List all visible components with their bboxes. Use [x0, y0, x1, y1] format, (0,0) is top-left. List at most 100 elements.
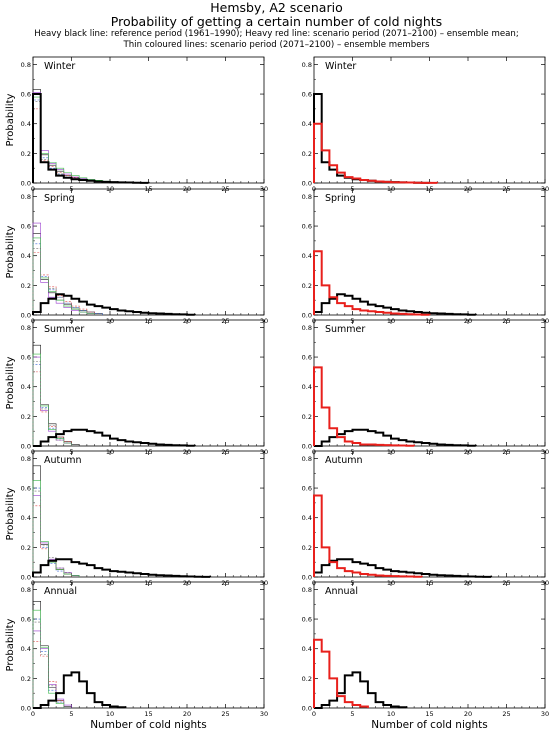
y-axis-label: Probability: [5, 487, 16, 540]
panel-spring-left: 0.00.20.40.60.8051015202530SpringProbabi…: [5, 188, 268, 325]
y-tick-label: 0.8: [302, 324, 312, 332]
panel-spring-right: 0.00.20.40.60.8051015202530Spring: [302, 188, 549, 325]
x-tick-label: 25: [221, 710, 229, 718]
x-tick-label: 0: [31, 710, 35, 718]
y-tick-label: 0.8: [302, 193, 312, 201]
panel-label: Autumn: [325, 455, 363, 466]
scenario-mean-series-line: [313, 366, 416, 447]
reference-series-line: [314, 428, 477, 447]
reference-series-line: [313, 558, 493, 578]
member-series-line: [32, 356, 72, 446]
panel-autumn-right: 0.00.20.40.60.8051015202530Autumn: [302, 450, 549, 587]
plot-frame: [32, 450, 265, 578]
y-tick-label: 0.4: [302, 514, 312, 522]
member-series-line: [32, 371, 72, 446]
x-tick-label: 20: [464, 710, 472, 718]
y-tick-label: 0.8: [21, 586, 31, 594]
member-series-line: [32, 609, 65, 708]
figure-header: Hemsby, A2 scenario Probability of getti…: [0, 0, 553, 51]
x-tick-label: 10: [106, 710, 114, 718]
plot-frame: [32, 581, 265, 709]
x-tick-label: 10: [387, 710, 395, 718]
y-axis-label: Probability: [5, 225, 16, 278]
y-tick-label: 0.2: [21, 150, 31, 158]
y-tick-label: 0.8: [21, 61, 31, 69]
y-tick-label: 0.2: [21, 413, 31, 421]
scenario-mean-series-line: [313, 250, 431, 316]
y-tick-label: 0.0: [302, 443, 312, 451]
x-tick-label: 5: [350, 710, 354, 718]
panel-autumn-left: 0.00.20.40.60.8051015202530AutumnProbabi…: [5, 450, 268, 587]
member-series-line: [32, 618, 65, 708]
member-series-line: [32, 600, 72, 708]
y-tick-label: 0.4: [21, 252, 31, 260]
member-series-line: [32, 487, 72, 577]
panel-label: Annual: [44, 586, 77, 597]
x-tick-label: 30: [260, 710, 268, 718]
y-tick-label: 0.8: [21, 324, 31, 332]
plot-frame: [32, 56, 265, 184]
y-tick-label: 0.4: [302, 383, 312, 391]
panel-label: Summer: [44, 324, 84, 335]
y-tick-label: 0.0: [21, 705, 31, 713]
y-tick-label: 0.4: [302, 645, 312, 653]
y-tick-label: 0.4: [21, 120, 31, 128]
y-tick-label: 0.0: [21, 443, 31, 451]
scenario-mean-series-line: [313, 638, 369, 708]
y-tick-label: 0.2: [302, 675, 312, 683]
reference-series-line: [33, 428, 196, 447]
figure-title: Hemsby, A2 scenario: [210, 0, 343, 15]
y-tick-label: 0.6: [21, 485, 31, 493]
y-tick-label: 0.2: [21, 675, 31, 683]
y-tick-label: 0.6: [21, 91, 31, 99]
panel-winter-left: 0.00.20.40.60.8051015202530WinterProbabi…: [5, 56, 268, 193]
plot-frame: [313, 450, 546, 578]
panel-winter-right: 0.00.20.40.60.8051015202530Winter: [302, 56, 549, 193]
member-series-line: [32, 247, 95, 315]
y-tick-label: 0.6: [21, 354, 31, 362]
y-axis-label: Probability: [5, 356, 16, 409]
panel-label: Spring: [44, 193, 75, 204]
reference-series-line: [314, 671, 408, 709]
y-tick-label: 0.2: [302, 150, 312, 158]
panel-summer-right: 0.00.20.40.60.8051015202530Summer: [302, 319, 549, 456]
scenario-mean-series-line: [313, 122, 439, 184]
member-series-line: [32, 361, 72, 446]
legend-line-1: Heavy black line: reference period (1961…: [34, 29, 519, 39]
x-tick-label: 0: [312, 710, 316, 718]
plot-frame: [313, 319, 546, 447]
y-tick-label: 0.2: [302, 282, 312, 290]
reference-series-line: [313, 93, 431, 184]
y-tick-label: 0.4: [21, 383, 31, 391]
x-tick-label: 5: [69, 710, 73, 718]
plot-frame: [313, 581, 546, 709]
y-tick-label: 0.8: [302, 455, 312, 463]
panel-summer-left: 0.00.20.40.60.8051015202530SummerProbabi…: [5, 319, 268, 456]
member-series-line: [32, 630, 72, 708]
y-tick-label: 0.6: [302, 485, 312, 493]
y-tick-label: 0.6: [302, 616, 312, 624]
y-tick-label: 0.6: [21, 616, 31, 624]
y-tick-label: 0.6: [302, 91, 312, 99]
x-tick-label: 30: [541, 710, 549, 718]
y-tick-label: 0.8: [302, 586, 312, 594]
y-tick-label: 0.0: [302, 705, 312, 713]
panel-annual-right: 0.0 0.2 0.4 0.6 0.8 0 5 10 15 20 25 30 Annual Number …: [302, 581, 549, 731]
reference-series-line: [32, 293, 196, 316]
y-tick-label: 0.4: [302, 120, 312, 128]
x-tick-label: 20: [183, 710, 191, 718]
panel-label: Annual: [325, 586, 358, 597]
y-tick-label: 0.2: [21, 282, 31, 290]
member-series-line: [32, 621, 65, 708]
panel-label: Winter: [325, 61, 356, 72]
y-tick-label: 0.2: [302, 413, 312, 421]
figure-subtitle: Probability of getting a certain number …: [110, 14, 443, 29]
x-tick-label: 25: [502, 710, 510, 718]
y-tick-label: 0.8: [21, 193, 31, 201]
plot-frame: [32, 319, 265, 447]
y-tick-label: 0.8: [21, 455, 31, 463]
member-series-line: [32, 505, 72, 577]
panel-label: Summer: [325, 324, 365, 335]
y-tick-label: 0.6: [302, 223, 312, 231]
